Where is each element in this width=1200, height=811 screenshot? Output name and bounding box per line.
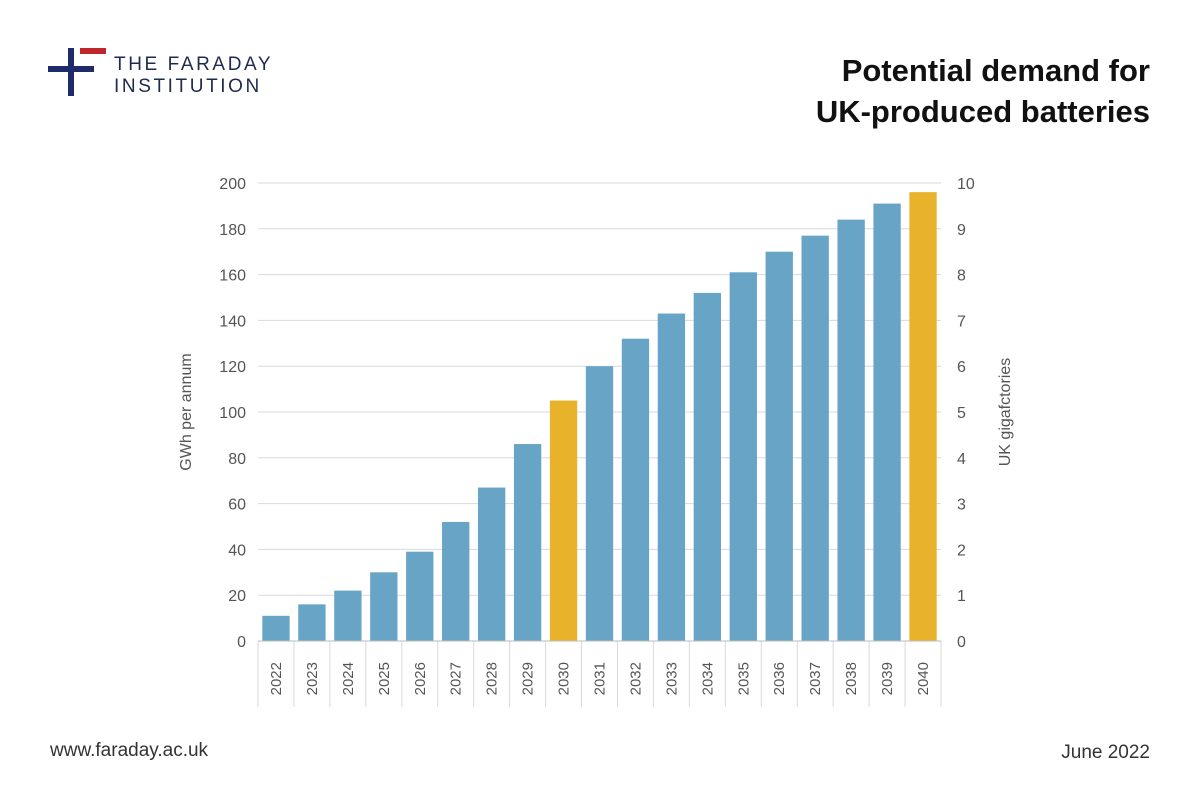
bar: [298, 604, 326, 641]
x-tick-label: 2029: [520, 662, 537, 695]
bar: [262, 615, 290, 641]
y2-axis-title: UK gigafctories: [997, 358, 1014, 467]
bar: [406, 551, 434, 641]
y-tick-label: 100: [219, 405, 246, 422]
title-line-2: UK-produced batteries: [815, 94, 1150, 129]
page-title: Potential demand for UK-produced batteri…: [816, 50, 1150, 132]
bar: [837, 219, 865, 641]
x-tick-label: 2032: [627, 662, 644, 695]
x-tick-label: 2031: [592, 662, 609, 695]
y2-tick-label: 6: [957, 359, 966, 376]
bar: [334, 590, 362, 641]
bar: [370, 572, 398, 641]
bar: [909, 192, 937, 641]
y-tick-label: 0: [237, 634, 246, 651]
x-tick-label: 2038: [843, 662, 860, 695]
bar: [477, 487, 506, 641]
y-tick-label: 60: [228, 497, 246, 514]
bar: [513, 444, 542, 641]
y-tick-label: 80: [228, 451, 246, 468]
y2-tick-label: 1: [957, 588, 966, 605]
x-tick-label: 2022: [268, 662, 285, 695]
bar: [765, 251, 793, 641]
y2-tick-label: 2: [957, 542, 966, 559]
logo-wordmark: THE FARADAY INSTITUTION: [114, 54, 273, 98]
x-tick-label: 2034: [699, 662, 716, 695]
y-tick-label: 140: [219, 313, 246, 330]
y2-tick-label: 8: [957, 268, 966, 285]
y2-tick-label: 3: [957, 497, 966, 514]
x-tick-label: 2030: [556, 662, 573, 695]
y-tick-label: 40: [228, 542, 246, 559]
bar: [621, 338, 650, 641]
y-tick-label: 120: [219, 359, 246, 376]
bar: [657, 313, 686, 641]
x-tick-label: 2039: [879, 662, 896, 695]
y2-tick-label: 5: [957, 405, 966, 422]
y-tick-label: 200: [219, 176, 246, 193]
bar: [873, 203, 901, 642]
x-tick-label: 2026: [412, 662, 429, 695]
y-tick-label: 180: [219, 222, 246, 239]
title-line-1: Potential demand for: [841, 53, 1150, 88]
x-tick-label: 2027: [448, 662, 465, 695]
y-axis-title: GWh per annum: [178, 353, 195, 470]
x-tick-label: 2028: [484, 662, 501, 695]
x-tick-label: 2033: [663, 662, 680, 695]
bar: [549, 400, 578, 641]
x-tick-label: 2023: [304, 662, 321, 695]
y2-tick-label: 4: [957, 451, 966, 468]
x-tick-label: 2024: [340, 662, 357, 695]
y2-tick-label: 10: [957, 176, 975, 193]
x-tick-label: 2035: [735, 662, 752, 695]
bar: [585, 366, 614, 641]
faraday-cross-icon: [48, 48, 106, 96]
x-tick-label: 2040: [915, 662, 932, 695]
logo-line-1: THE FARADAY: [114, 54, 274, 75]
y-tick-label: 160: [219, 268, 246, 285]
footer-date: June 2022: [1061, 742, 1150, 763]
x-tick-label: 2036: [771, 662, 788, 695]
footer-url[interactable]: www.faraday.ac.uk: [50, 740, 209, 761]
y2-tick-label: 9: [957, 222, 966, 239]
bar: [693, 292, 722, 641]
logo-line-2: INSTITUTION: [114, 76, 262, 97]
y2-tick-label: 0: [957, 634, 966, 651]
bar: [442, 521, 470, 641]
x-tick-label: 2037: [807, 662, 824, 695]
y-tick-label: 20: [228, 588, 246, 605]
faraday-logo: THE FARADAY INSTITUTION: [48, 48, 288, 100]
x-tick-label: 2025: [376, 662, 393, 695]
bar: [801, 235, 829, 642]
y2-tick-label: 7: [957, 313, 966, 330]
bar: [729, 272, 757, 641]
